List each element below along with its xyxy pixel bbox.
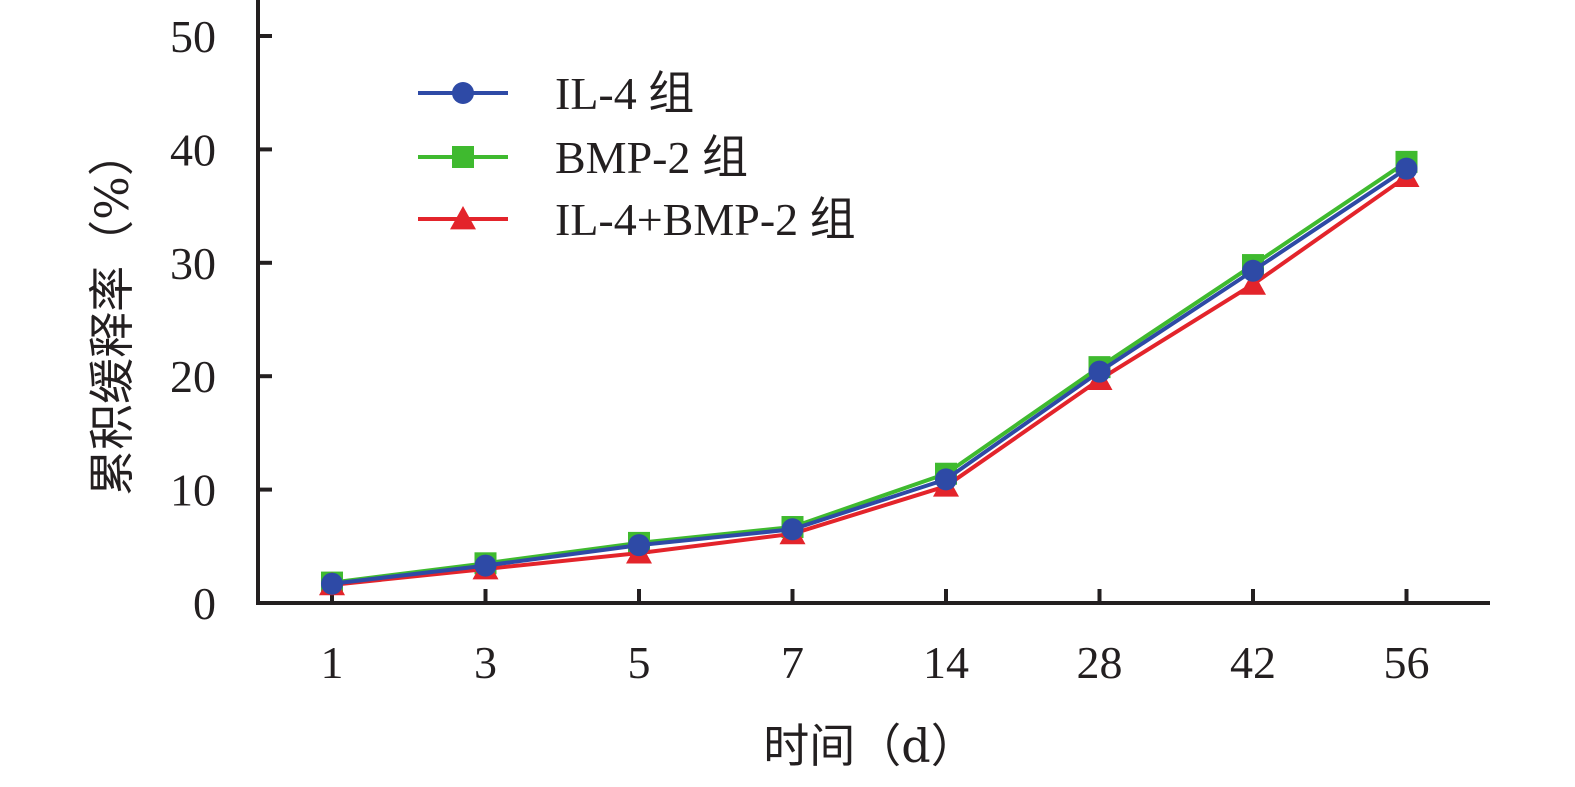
legend-label: IL-4+BMP-2 组 (555, 194, 856, 245)
x-axis-title: 时间（d） (763, 719, 976, 773)
data-point-triangle (1240, 271, 1266, 295)
y-tick-label: 10 (170, 465, 216, 516)
legend-label: IL-4 组 (555, 68, 694, 119)
series-layer (319, 150, 1420, 596)
y-tick-label: 40 (170, 124, 216, 175)
data-point-circle (935, 468, 957, 491)
legend-item: BMP-2 组 (418, 132, 748, 183)
series-triangle (319, 163, 1420, 596)
x-ticks: 1 3 5 7 14 28 42 56 (321, 589, 1430, 688)
x-tick-label: 56 (1384, 637, 1430, 688)
x-tick-label: 3 (474, 637, 497, 688)
data-point-circle (781, 518, 804, 541)
legend: IL-4 组 BMP-2 组 IL-4+BMP-2 组 (418, 68, 856, 245)
axes (256, 0, 1490, 605)
legend-label: BMP-2 组 (555, 132, 748, 183)
series-circle (321, 157, 1418, 595)
y-tick-label: 0 (193, 578, 216, 629)
y-axis-title: 累积缓释率（%） (85, 130, 139, 496)
data-point-circle (1395, 157, 1418, 180)
data-point-circle (628, 534, 650, 557)
y-tick-label: 30 (170, 238, 216, 289)
x-tick-label: 5 (628, 637, 651, 688)
legend-marker-circle (452, 82, 474, 104)
x-tick-label: 42 (1230, 637, 1276, 688)
series-line (331, 160, 1408, 585)
x-tick-label: 14 (923, 637, 969, 688)
y-ticks: 0 10 20 30 40 50 (170, 11, 272, 629)
data-point-circle (321, 572, 343, 595)
y-tick-label: 20 (170, 351, 216, 402)
legend-marker-square (452, 146, 474, 168)
series-line (331, 167, 1408, 586)
series-line (331, 174, 1408, 587)
x-tick-label: 28 (1077, 637, 1123, 688)
legend-marker-triangle (450, 206, 476, 230)
data-point-circle (474, 554, 497, 577)
data-point-circle (1088, 360, 1111, 383)
data-point-circle (1242, 259, 1264, 282)
y-tick-label: 50 (170, 11, 216, 62)
legend-item: IL-4+BMP-2 组 (418, 194, 856, 245)
x-tick-label: 1 (321, 637, 344, 688)
legend-item: IL-4 组 (418, 68, 694, 119)
x-tick-label: 7 (781, 637, 804, 688)
